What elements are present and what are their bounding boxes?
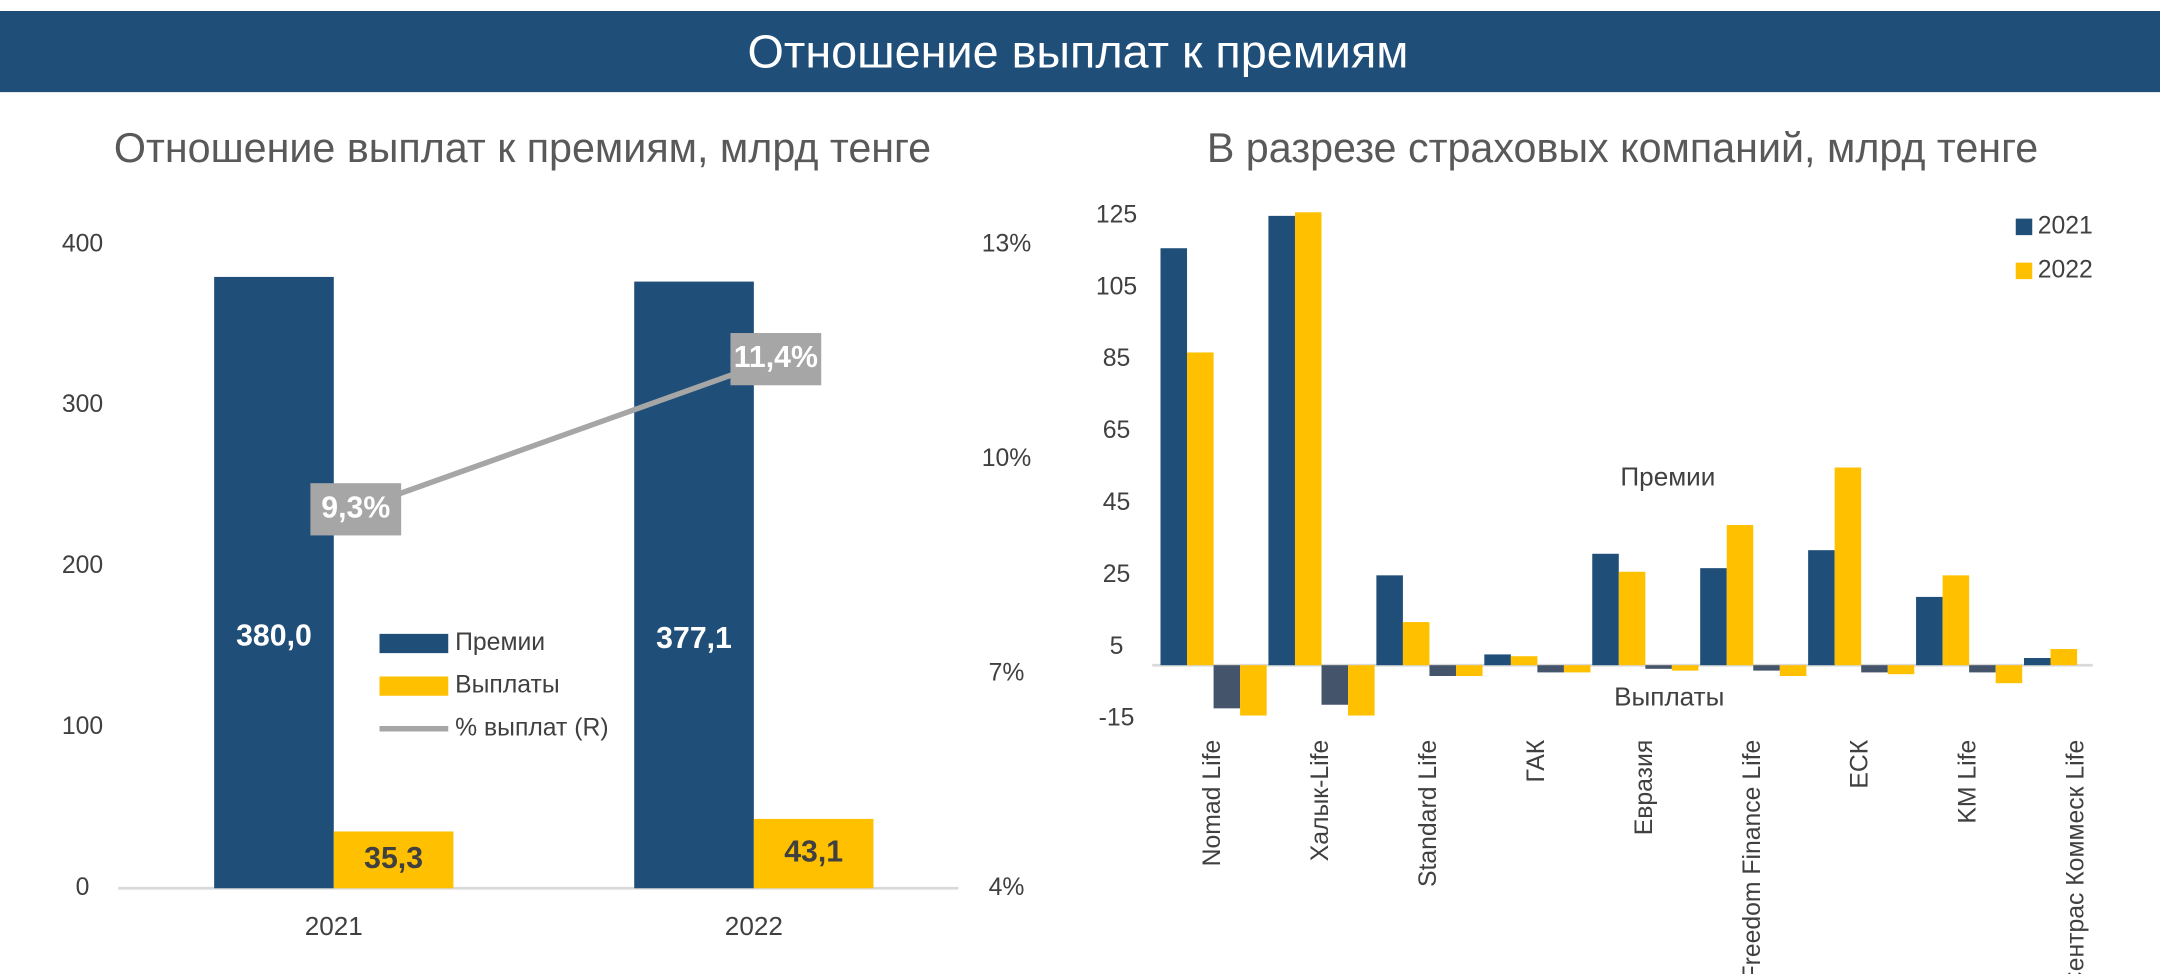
- bar: [1484, 654, 1511, 666]
- bar: [1160, 248, 1188, 666]
- value-label: 380,0: [236, 620, 312, 653]
- x-tick-label: Сентрас Коммеск Life: [2063, 740, 2090, 974]
- bar: [1268, 215, 1295, 666]
- y-tick-label: 25: [1103, 561, 1131, 588]
- y-tick-label: -15: [1099, 705, 1135, 732]
- y-tick-label: 105: [1096, 273, 1137, 300]
- y-tick-label: 65: [1103, 417, 1131, 444]
- bar: [1700, 568, 1727, 666]
- bar: [1240, 665, 1267, 716]
- legend-swatch: [2015, 218, 2033, 236]
- bar: [1376, 575, 1403, 666]
- bar: [1834, 467, 1862, 666]
- y2-tick-label: 4%: [989, 874, 1025, 901]
- bar: [1808, 550, 1835, 666]
- bar: [1402, 622, 1430, 666]
- value-label: 35,3: [364, 842, 423, 875]
- bar: [1861, 665, 1888, 673]
- bar: [2024, 658, 2051, 666]
- bar: [1969, 665, 1996, 673]
- bar: [1294, 212, 1322, 666]
- legend-label: Выплаты: [455, 672, 560, 699]
- x-tick-label: 2021: [305, 911, 363, 941]
- bar: [1995, 665, 2023, 684]
- x-tick-label: Freedom Finance Life: [1739, 740, 1766, 974]
- bar: [1348, 665, 1375, 716]
- legend-label: 2022: [2038, 256, 2093, 283]
- y-tick-label: 5: [1110, 633, 1124, 660]
- legend-swatch: [379, 676, 449, 696]
- bar: [1942, 575, 1970, 666]
- y2-tick-label: 10%: [982, 445, 1032, 472]
- x-tick-label: Nomad Life: [1199, 740, 1226, 867]
- x-tick-label: ГАК: [1523, 739, 1550, 782]
- chart-title: В разрезе страховых компаний, млрд тенге: [1207, 125, 2038, 171]
- value-label: 43,1: [784, 836, 843, 869]
- y-tick-label: 0: [76, 874, 90, 901]
- chart-title: Отношение выплат к премиям, млрд тенге: [114, 125, 931, 171]
- x-tick-label: Standard Life: [1415, 740, 1442, 887]
- bar: [1671, 665, 1699, 671]
- bar: [214, 276, 334, 889]
- y-tick-label: 300: [62, 391, 103, 418]
- y-tick-label: 100: [62, 713, 103, 740]
- bar: [333, 831, 454, 889]
- legend-label: Премии: [455, 629, 545, 656]
- x-tick-label: Евразия: [1631, 740, 1658, 835]
- bar: [1510, 656, 1538, 666]
- bar: [1645, 665, 1672, 669]
- label-box: [310, 483, 402, 536]
- y-tick-label: 45: [1103, 489, 1131, 516]
- header-band: [0, 11, 2160, 93]
- label-box: [730, 333, 822, 386]
- annotation: Выплаты: [1614, 681, 1724, 711]
- x-tick-label: ЕСК: [1847, 739, 1874, 788]
- bar: [1213, 665, 1241, 709]
- y-tick-label: 200: [62, 552, 103, 579]
- value-label: 377,1: [656, 622, 732, 655]
- x-tick-label: KM Life: [1955, 740, 1982, 824]
- value-label: 11,4%: [734, 341, 818, 374]
- value-label: 9,3%: [321, 491, 390, 524]
- bar: [1187, 352, 1214, 666]
- bar: [753, 818, 874, 889]
- bar: [1887, 665, 1915, 675]
- bar: [1618, 571, 1646, 666]
- bar: [2050, 649, 2078, 666]
- y-tick-label: 125: [1096, 201, 1137, 228]
- bar: [1455, 665, 1483, 676]
- legend-label: 2021: [2038, 212, 2093, 239]
- y2-tick-label: 7%: [989, 659, 1025, 686]
- annotation: Премии: [1620, 461, 1715, 491]
- bar: [1726, 525, 1754, 666]
- bar: [1429, 665, 1456, 676]
- x-tick-label: Халык-Life: [1307, 740, 1334, 861]
- bar: [1563, 665, 1591, 673]
- bar: [1537, 665, 1564, 673]
- x-tick-label: 2022: [725, 911, 783, 941]
- y2-tick-label: 13%: [982, 230, 1032, 257]
- legend-swatch: [2015, 262, 2033, 280]
- bar: [1753, 665, 1780, 671]
- legend-label: % выплат (R): [455, 714, 608, 741]
- legend-swatch: [379, 633, 449, 654]
- bar: [1592, 553, 1619, 666]
- bar: [1779, 665, 1807, 676]
- line: [354, 356, 777, 512]
- header-title: Отношение выплат к премиям: [748, 25, 1409, 77]
- y-tick-label: 400: [62, 230, 103, 257]
- bar: [1916, 596, 1943, 666]
- y-tick-label: 85: [1103, 345, 1131, 372]
- bar: [1321, 665, 1349, 705]
